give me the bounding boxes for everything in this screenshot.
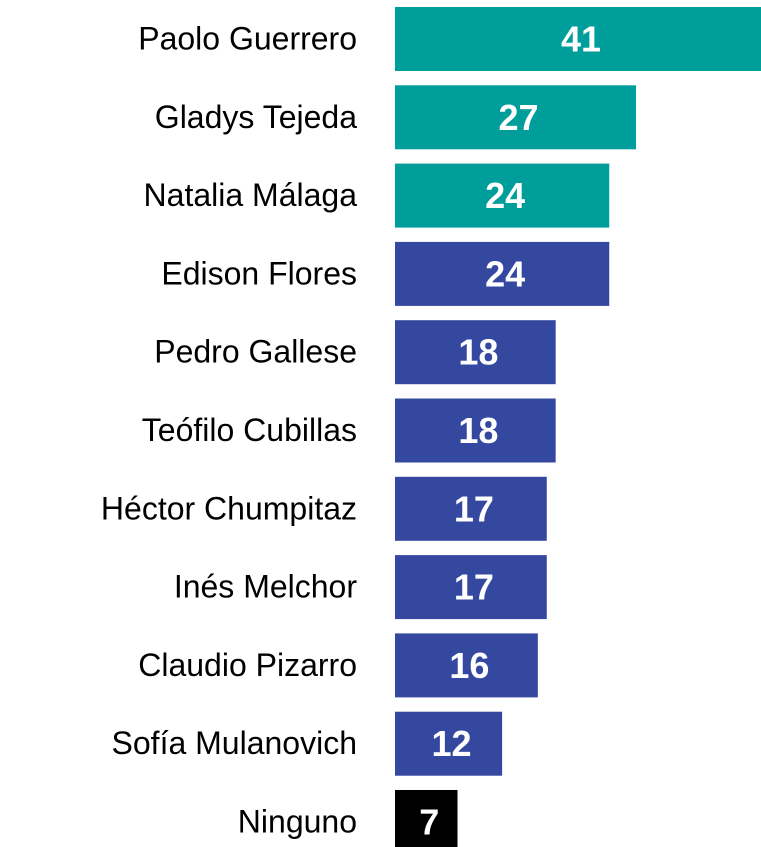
category-label: Ninguno (238, 803, 357, 839)
value-label: 16 (449, 645, 489, 686)
value-label: 18 (458, 410, 498, 451)
category-label: Teófilo Cubillas (142, 412, 357, 448)
category-label: Inés Melchor (174, 569, 358, 605)
bar (395, 633, 538, 698)
value-label: 7 (419, 802, 439, 843)
category-label: Edison Flores (161, 255, 357, 291)
bar (395, 85, 637, 150)
value-label: 24 (485, 253, 525, 294)
category-label: Héctor Chumpitaz (101, 490, 357, 526)
bar (395, 398, 556, 463)
value-label: 27 (498, 97, 538, 138)
category-label: Pedro Gallese (154, 334, 357, 370)
bar (395, 320, 556, 385)
category-label: Claudio Pizarro (138, 647, 357, 683)
category-label: Paolo Guerrero (138, 20, 357, 56)
bar (395, 711, 503, 776)
category-label: Gladys Tejeda (155, 99, 357, 135)
category-label: Natalia Málaga (144, 177, 358, 213)
value-label: 18 (458, 332, 498, 373)
value-label: 12 (432, 723, 472, 764)
value-label: 41 (561, 19, 601, 60)
value-label: 17 (454, 567, 494, 608)
bar (395, 241, 610, 306)
bar (395, 7, 761, 71)
category-label: Sofía Mulanovich (112, 725, 357, 761)
bar (395, 163, 610, 228)
value-label: 17 (454, 488, 494, 529)
value-label: 24 (485, 175, 525, 216)
bar (395, 555, 547, 620)
bar (395, 790, 458, 847)
bar (395, 476, 547, 541)
